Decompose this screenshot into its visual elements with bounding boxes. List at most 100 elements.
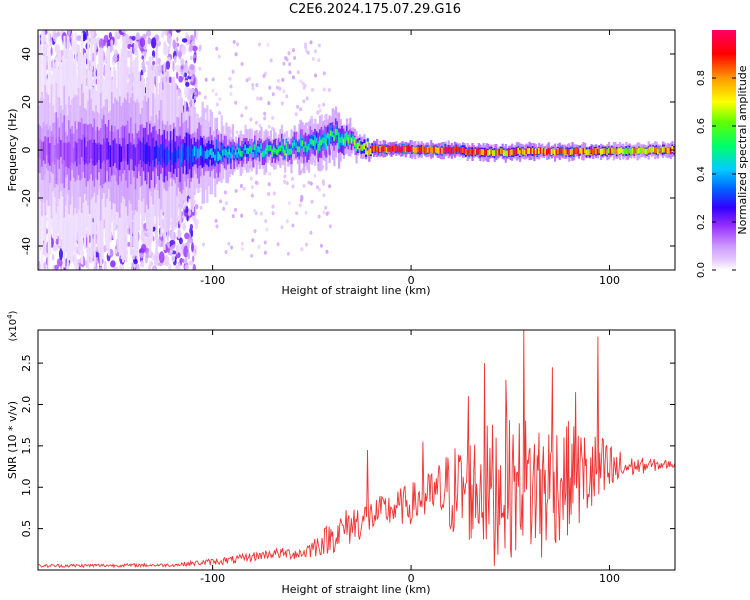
heatmap-speckle <box>298 203 302 208</box>
snr-x-tick-label: -100 <box>200 572 225 585</box>
heatmap-ridge-cell <box>420 146 423 153</box>
heatmap-ridge-cell <box>163 149 166 163</box>
heatmap-ridge-cell <box>658 146 661 153</box>
heatmap-speckle <box>228 76 232 81</box>
heatmap-ridge-cell <box>450 147 453 154</box>
heatmap-speckle <box>287 51 291 56</box>
heatmap-speckle <box>251 83 255 87</box>
heatmap-ridge-cell <box>161 143 164 159</box>
heatmap-speckle <box>188 44 193 52</box>
heatmap-ridge-cell <box>668 147 671 154</box>
heatmap-ridge-cell <box>552 148 555 155</box>
heatmap-ridge-cell <box>515 148 518 155</box>
heatmap-ridge-cell <box>600 149 603 155</box>
heatmap-speckle <box>313 173 317 178</box>
snr-y-tick-label: 2.0 <box>20 396 33 414</box>
heatmap-speckle <box>126 50 131 58</box>
heatmap-ridge-cell <box>590 147 593 153</box>
heatmap-ridge-cell <box>176 150 179 163</box>
heatmap-speckle <box>131 35 136 41</box>
heatmap-speckle <box>244 105 248 110</box>
heatmap-ridge-cell <box>628 147 631 154</box>
heatmap-speckle <box>192 54 196 59</box>
heatmap-speckle <box>300 194 304 199</box>
heatmap-speckle <box>254 180 258 185</box>
heatmap-speckle <box>250 185 254 189</box>
heatmap-speckle <box>301 81 305 86</box>
heatmap-ridge-cell <box>106 138 109 160</box>
heatmap-speckle <box>177 262 181 270</box>
heatmap-speckle <box>296 70 300 75</box>
heatmap-speckle <box>112 46 115 52</box>
heatmap-ridge-cell <box>388 145 391 152</box>
heatmap-ridge-cell <box>503 150 506 156</box>
heatmap-ridge-cell <box>84 137 87 165</box>
heatmap-ridge-cell <box>480 149 484 155</box>
heatmap-ridge-cell <box>172 142 176 161</box>
heatmap-ridge-cell <box>230 152 233 159</box>
heatmap-ridge-cell <box>261 151 264 157</box>
heatmap-speckle <box>192 263 196 270</box>
heatmap-speckle <box>191 242 194 253</box>
heatmap-speckle <box>280 101 284 106</box>
heatmap-speckle <box>240 62 244 66</box>
heatmap-speckle <box>95 246 99 253</box>
heatmap-speckle <box>51 254 55 261</box>
heatmap-ridge-cell <box>541 147 544 154</box>
heatmap-ridge-cell <box>269 145 272 151</box>
heatmap-speckle <box>198 47 202 52</box>
heatmap-speckle <box>318 108 322 113</box>
heatmap-ridge-cell <box>434 146 438 153</box>
heatmap-speckle <box>240 213 244 218</box>
heatmap-ridge-cell <box>319 140 322 147</box>
heatmap-ridge-cell <box>79 138 82 165</box>
heatmap-ridge-cell <box>493 150 496 156</box>
heatmap-ridge-cell <box>209 148 212 155</box>
heatmap-ridge-cell <box>50 136 53 167</box>
heatmap-ridge-cell <box>225 150 228 156</box>
heatmap-ridge-cell <box>403 145 406 152</box>
colorbar-tick-label: 0.6 <box>696 118 707 134</box>
heatmap-ridge-cell <box>155 140 158 159</box>
heatmap-ridge-cell <box>482 149 485 156</box>
heatmap-ridge-cell <box>568 149 571 156</box>
heatmap-ridge-cell <box>463 147 466 154</box>
heatmap-ridge-cell <box>550 149 553 155</box>
heatmap-speckle <box>214 92 218 97</box>
heatmap-ridge-cell <box>531 148 534 154</box>
colorbar-tick-label: 0.2 <box>696 214 707 230</box>
heatmap-ridge-cell <box>438 147 441 154</box>
heatmap-ridge-cell <box>107 142 111 160</box>
heatmap-ridge-cell <box>350 137 353 144</box>
heatmap-ridge-cell <box>580 149 584 155</box>
heatmap-ridge-cell <box>257 146 260 152</box>
heatmap-speckle <box>172 39 176 50</box>
heatmap-speckle <box>328 184 332 189</box>
heatmap-ridge-cell <box>214 154 217 161</box>
snr-x-tick-label: 0 <box>408 572 415 585</box>
heatmap-speckle <box>214 218 218 223</box>
heatmap-speckle <box>184 264 189 270</box>
heatmap-ridge-cell <box>157 145 160 165</box>
heatmap-ridge-cell <box>126 143 130 165</box>
heatmap-ridge-cell <box>574 147 577 154</box>
heatmap-ridge-cell <box>353 139 357 145</box>
heatmap-speckle <box>291 223 295 228</box>
heatmap-ridge-cell <box>215 147 218 155</box>
heatmap-speckle <box>249 117 253 122</box>
heatmap-speckle <box>285 94 289 99</box>
heatmap-ridge-cell <box>185 146 188 161</box>
heatmap-ridge-cell <box>409 146 412 152</box>
heatmap-y-tick-label: 20 <box>20 95 33 109</box>
heatmap-speckle <box>167 33 172 45</box>
heatmap-ridge-cell <box>371 145 374 152</box>
heatmap-ridge-cell <box>669 148 672 154</box>
heatmap-ridge-cell <box>469 148 472 155</box>
heatmap-speckle <box>103 260 107 270</box>
heatmap-ridge-cell <box>239 150 242 157</box>
heatmap-speckle <box>182 258 185 264</box>
heatmap-ridge-cell <box>152 137 155 161</box>
heatmap-ridge-cell <box>217 151 220 161</box>
heatmap-ridge-cell <box>422 145 425 152</box>
heatmap-ridge-cell <box>400 146 403 153</box>
